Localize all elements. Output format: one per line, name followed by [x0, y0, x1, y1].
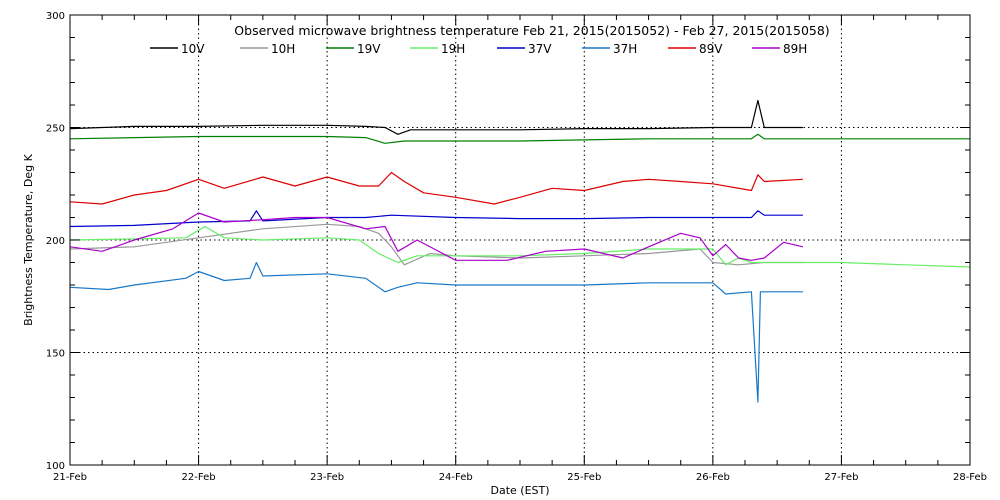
x-tick-label: 28-Feb	[953, 472, 987, 483]
x-tick-label: 24-Feb	[439, 472, 473, 483]
y-axis-title: Brightness Temperature, Deg K	[22, 153, 35, 325]
x-axis-title: Date (EST)	[490, 484, 549, 497]
legend-label-89v: 89V	[699, 42, 723, 56]
y-tick-label: 200	[46, 236, 65, 247]
legend-label-37h: 37H	[613, 42, 637, 56]
series-line-10h	[69, 223, 803, 266]
series-line-89v	[69, 171, 803, 205]
x-tick-label: 23-Feb	[310, 472, 344, 483]
series-line-37h	[69, 261, 803, 403]
legend-label-10h: 10H	[271, 42, 295, 56]
x-tick-label: 25-Feb	[567, 472, 601, 483]
legend-label-89h: 89H	[783, 42, 807, 56]
chart-title: Observed microwave brightness temperatur…	[234, 23, 829, 38]
axis-ticks: 21-Feb 22-Feb 23-Feb 24-Feb 25-Feb 26-Feb 27-F…	[46, 11, 987, 483]
legend-label-37v: 37V	[528, 42, 552, 56]
series-lines	[69, 99, 971, 403]
legend-label-19v: 19V	[357, 42, 381, 56]
legend-label-19h: 19H	[441, 42, 465, 56]
series-line-19v	[69, 133, 970, 144]
x-tick-label: 21-Feb	[53, 472, 87, 483]
y-tick-label: 150	[46, 349, 65, 360]
series-line-89h	[69, 212, 804, 261]
x-tick-label: 27-Feb	[824, 472, 858, 483]
y-tick-label: 100	[46, 461, 65, 472]
legend: 10V 10H 19V 19H 37V 37H 89V 89H	[150, 42, 807, 56]
y-tick-label: 250	[46, 124, 65, 135]
grid-lines	[70, 15, 970, 465]
y-tick-label: 300	[46, 11, 65, 22]
series-line-19h	[69, 225, 971, 268]
series-line-10v	[69, 99, 803, 135]
x-tick-label: 26-Feb	[696, 472, 730, 483]
x-tick-label: 22-Feb	[182, 472, 216, 483]
legend-label-10v: 10V	[181, 42, 205, 56]
